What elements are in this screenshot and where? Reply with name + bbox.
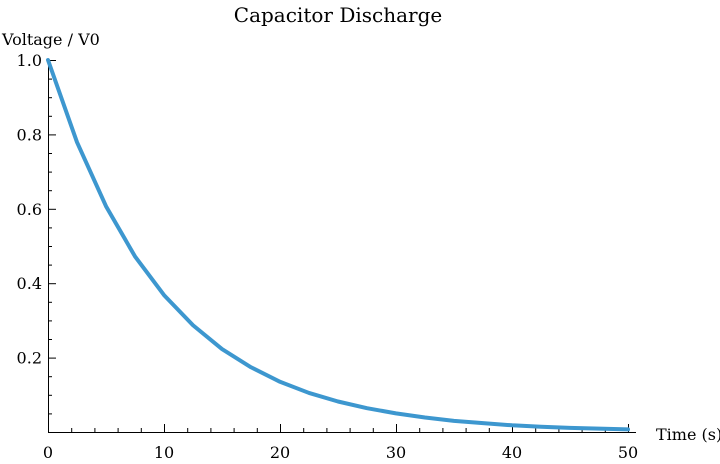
y-ticks: 0.2 0.4 0.6 0.8 1.0 (17, 51, 56, 415)
y-tick-label: 0.2 (17, 349, 42, 368)
x-tick-label: 20 (270, 443, 290, 462)
y-tick-label: 0.6 (17, 200, 42, 219)
x-tick-label: 0 (43, 443, 53, 462)
x-tick-label: 30 (386, 443, 406, 462)
series-layer (46, 58, 630, 432)
y-axis-label: Voltage / V0 (1, 30, 100, 49)
y-tick-label: 0.8 (17, 125, 42, 144)
x-tick-label: 50 (618, 443, 638, 462)
x-tick-label: 40 (502, 443, 522, 462)
x-ticks: 0 10 20 30 40 50 (43, 424, 638, 462)
x-axis-label: Time (s) (656, 425, 720, 444)
y-tick-label: 0.4 (17, 274, 42, 293)
x-tick-label: 10 (154, 443, 174, 462)
series-line (46, 58, 630, 432)
chart-title: Capacitor Discharge (234, 3, 442, 27)
y-tick-label: 1.0 (17, 51, 42, 70)
